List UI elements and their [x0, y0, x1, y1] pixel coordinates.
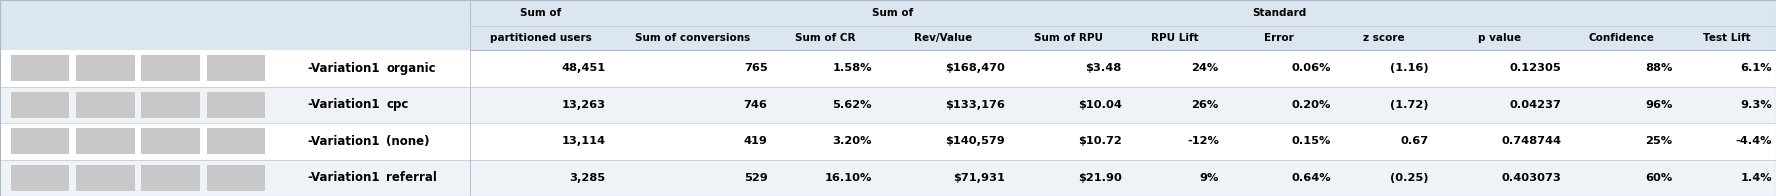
Text: RPU Lift: RPU Lift	[1151, 33, 1199, 43]
Text: 0.20%: 0.20%	[1291, 100, 1332, 110]
Text: 60%: 60%	[1645, 173, 1673, 183]
Text: $10.04: $10.04	[1078, 100, 1122, 110]
Text: Sum of: Sum of	[872, 8, 913, 18]
Bar	[11, 55, 69, 81]
Text: 0.403073: 0.403073	[1501, 173, 1561, 183]
Bar	[0, 86, 1776, 123]
Text: Error: Error	[1265, 33, 1295, 43]
Text: Test Lift: Test Lift	[1703, 33, 1751, 43]
Text: partitioned users: partitioned users	[490, 33, 591, 43]
Text: organic: organic	[387, 62, 437, 75]
Text: Sum of: Sum of	[520, 8, 561, 18]
Text: 16.10%: 16.10%	[824, 173, 872, 183]
Bar	[142, 55, 199, 81]
Text: 13,114: 13,114	[561, 136, 606, 146]
Text: 529: 529	[744, 173, 767, 183]
Text: (1.16): (1.16)	[1389, 63, 1428, 73]
Bar	[76, 92, 135, 118]
Text: $140,579: $140,579	[945, 136, 1005, 146]
Bar	[76, 165, 135, 191]
Text: p value: p value	[1478, 33, 1520, 43]
Text: Rev/Value: Rev/Value	[915, 33, 971, 43]
Text: $133,176: $133,176	[945, 100, 1005, 110]
Text: 0.15%: 0.15%	[1291, 136, 1332, 146]
Text: Sum of RPU: Sum of RPU	[1034, 33, 1103, 43]
Text: -Variation1: -Variation1	[307, 171, 380, 184]
Text: Sum of CR: Sum of CR	[796, 33, 856, 43]
Bar	[142, 128, 199, 154]
Bar	[206, 165, 265, 191]
Text: 3,285: 3,285	[570, 173, 606, 183]
Text: 1.58%: 1.58%	[833, 63, 872, 73]
Text: -4.4%: -4.4%	[1735, 136, 1772, 146]
Bar	[76, 128, 135, 154]
Text: 5.62%: 5.62%	[833, 100, 872, 110]
Bar	[206, 55, 265, 81]
Text: (0.25): (0.25)	[1391, 173, 1428, 183]
Text: 6.1%: 6.1%	[1740, 63, 1772, 73]
Text: $168,470: $168,470	[945, 63, 1005, 73]
Text: 0.04237: 0.04237	[1510, 100, 1561, 110]
Text: 13,263: 13,263	[561, 100, 606, 110]
Bar	[142, 92, 199, 118]
Text: Sum of conversions: Sum of conversions	[636, 33, 749, 43]
Bar	[11, 128, 69, 154]
Text: 0.748744: 0.748744	[1501, 136, 1561, 146]
Bar	[0, 160, 1776, 196]
Bar	[0, 0, 1776, 50]
Text: $71,931: $71,931	[954, 173, 1005, 183]
Text: 24%: 24%	[1192, 63, 1218, 73]
Text: (1.72): (1.72)	[1391, 100, 1428, 110]
Text: -Variation1: -Variation1	[307, 135, 380, 148]
Text: 1.4%: 1.4%	[1740, 173, 1772, 183]
Text: 26%: 26%	[1192, 100, 1218, 110]
Text: (none): (none)	[387, 135, 430, 148]
Text: 48,451: 48,451	[561, 63, 606, 73]
Bar	[0, 50, 1776, 86]
Bar	[76, 55, 135, 81]
Text: 0.06%: 0.06%	[1291, 63, 1332, 73]
Text: -Variation1: -Variation1	[307, 62, 380, 75]
Text: z score: z score	[1364, 33, 1405, 43]
Text: cpc: cpc	[387, 98, 408, 111]
Bar	[206, 128, 265, 154]
Bar	[206, 92, 265, 118]
Text: 25%: 25%	[1645, 136, 1673, 146]
Text: $21.90: $21.90	[1078, 173, 1122, 183]
Text: 746: 746	[744, 100, 767, 110]
Text: 0.12305: 0.12305	[1510, 63, 1561, 73]
Text: 96%: 96%	[1645, 100, 1673, 110]
Text: 765: 765	[744, 63, 767, 73]
Text: -12%: -12%	[1186, 136, 1218, 146]
Bar	[11, 165, 69, 191]
Text: 0.67: 0.67	[1399, 136, 1428, 146]
Bar	[142, 165, 199, 191]
Text: -Variation1: -Variation1	[307, 98, 380, 111]
Text: referral: referral	[387, 171, 437, 184]
Text: 419: 419	[744, 136, 767, 146]
Text: $10.72: $10.72	[1078, 136, 1122, 146]
Text: $3.48: $3.48	[1085, 63, 1122, 73]
Bar	[0, 123, 1776, 160]
Text: 0.64%: 0.64%	[1291, 173, 1332, 183]
Text: 3.20%: 3.20%	[833, 136, 872, 146]
Text: Confidence: Confidence	[1590, 33, 1655, 43]
Text: Standard: Standard	[1252, 8, 1307, 18]
Text: 88%: 88%	[1645, 63, 1673, 73]
Text: 9%: 9%	[1199, 173, 1218, 183]
Text: 9.3%: 9.3%	[1740, 100, 1772, 110]
Bar	[11, 92, 69, 118]
